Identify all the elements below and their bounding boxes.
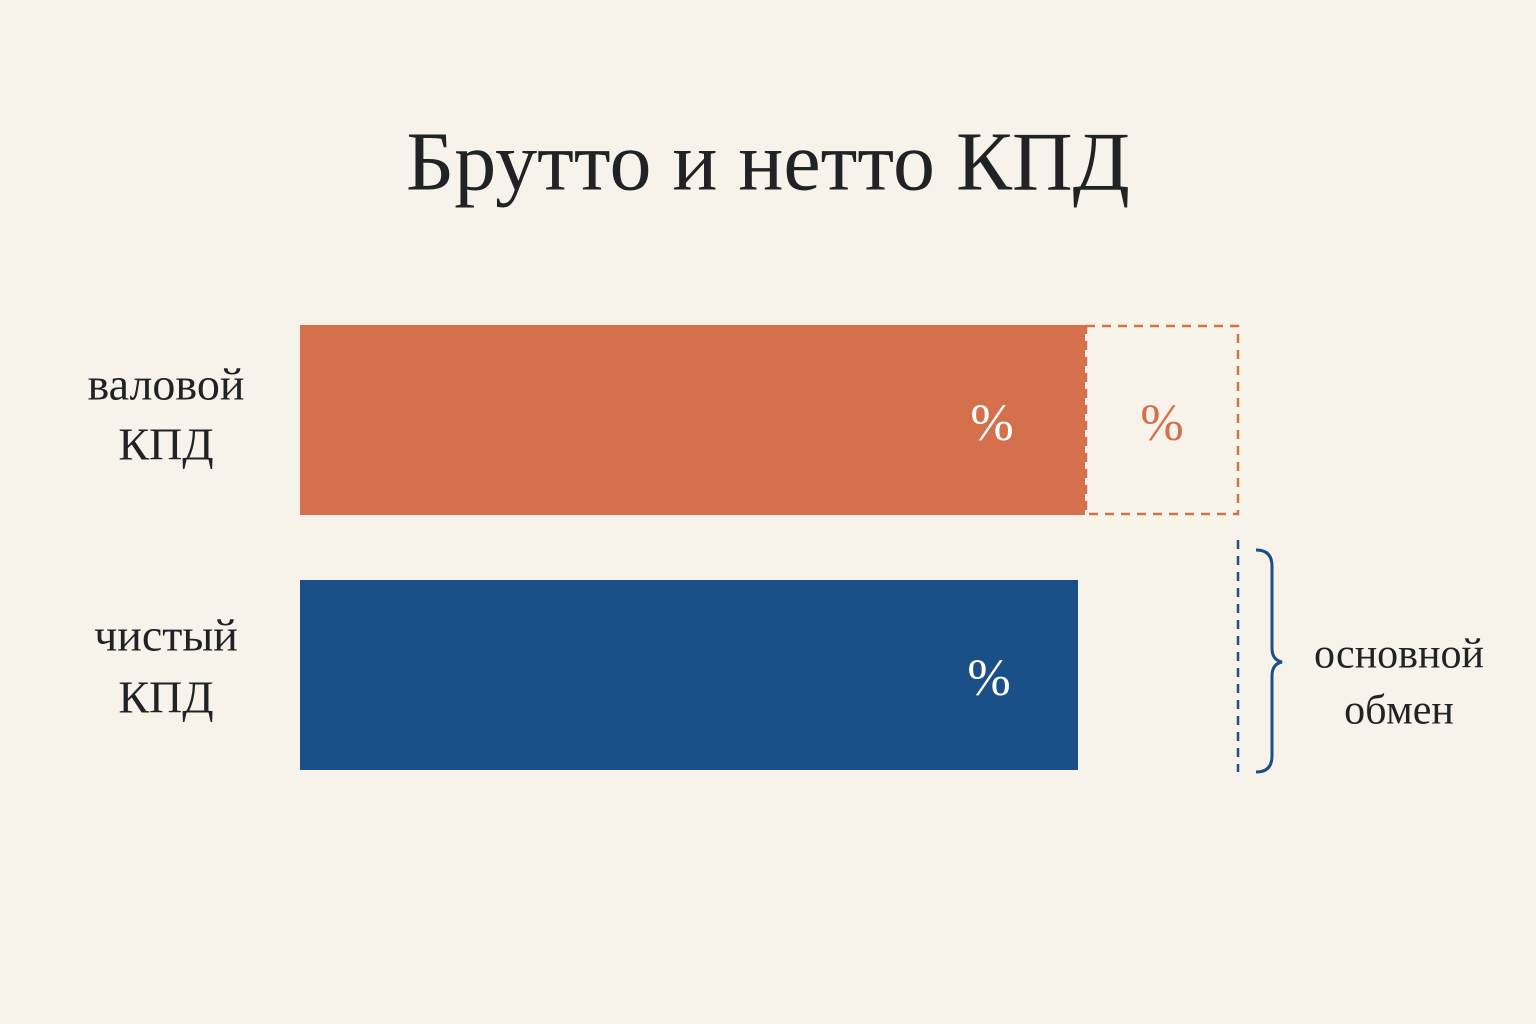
bar-label: % <box>967 650 1010 707</box>
title: Брутто и нетто КПД <box>406 115 1130 208</box>
row-label: КПД <box>118 672 213 723</box>
dashed-extra <box>1084 324 1240 516</box>
gross-bar <box>300 325 1085 515</box>
row-label: валовой <box>88 359 245 410</box>
brace <box>1255 548 1283 774</box>
extra-label: % <box>1140 395 1183 452</box>
row-label: чистый <box>94 610 238 661</box>
net-bar <box>300 580 1078 770</box>
bar-label: % <box>970 395 1013 452</box>
row-label: КПД <box>118 419 213 470</box>
bracket-label: основной <box>1314 632 1484 678</box>
bracket-label: обмен <box>1344 688 1454 734</box>
